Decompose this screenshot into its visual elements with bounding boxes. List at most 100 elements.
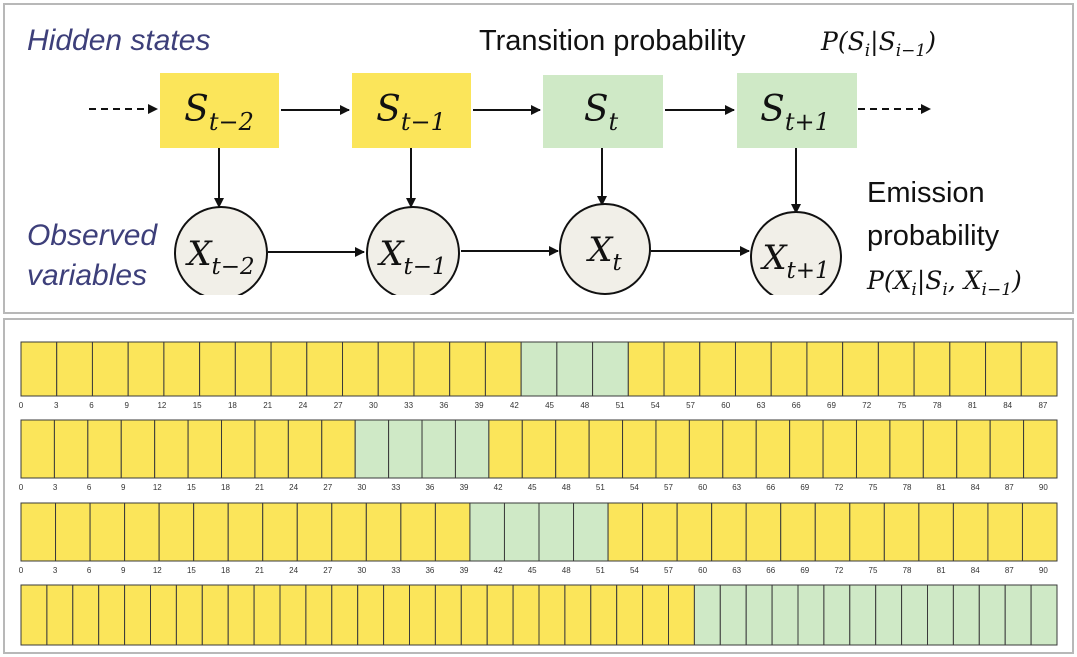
tick-label: 0: [19, 483, 24, 492]
tick-label: 18: [228, 401, 237, 410]
state-cell-green: [538, 502, 575, 562]
tick-label: 9: [124, 401, 129, 410]
tick-label: 30: [357, 566, 366, 575]
tick-label: 21: [263, 401, 272, 410]
state-cell-yellow: [56, 341, 93, 397]
tick-label: 66: [766, 483, 775, 492]
tick-label: 78: [933, 401, 942, 410]
state-cell-yellow: [949, 341, 987, 397]
tick-label: 3: [53, 566, 58, 575]
tick-label: 39: [475, 401, 484, 410]
state-cell-green: [771, 584, 799, 646]
state-cell-yellow: [842, 341, 879, 397]
state-cell-green: [1030, 584, 1058, 646]
tick-label: 18: [221, 483, 230, 492]
state-cell-yellow: [855, 419, 891, 479]
state-cell-yellow: [488, 419, 523, 479]
state-cell-yellow: [227, 584, 255, 646]
tick-label: 84: [971, 566, 980, 575]
state-cell-yellow: [642, 502, 678, 562]
state-cell-yellow: [918, 502, 954, 562]
tick-label: 54: [651, 401, 660, 410]
state-cell-green: [354, 419, 390, 479]
state-cell-yellow: [512, 584, 540, 646]
tick-label: 57: [686, 401, 695, 410]
state-cell-yellow: [745, 502, 782, 562]
state-cell-yellow: [486, 584, 514, 646]
tick-label: 57: [664, 566, 673, 575]
state-cell-yellow: [806, 341, 844, 397]
tick-label: 51: [616, 401, 625, 410]
tick-label: 75: [869, 566, 878, 575]
state-cell-yellow: [98, 584, 126, 646]
tick-label: 87: [1038, 401, 1047, 410]
state-cell-yellow: [262, 502, 298, 562]
tick-label: 60: [721, 401, 730, 410]
state-cell-green: [952, 584, 980, 646]
state-cell-yellow: [234, 341, 272, 397]
state-cell-yellow: [127, 341, 165, 397]
state-cell-yellow: [688, 419, 724, 479]
tick-label: 60: [698, 566, 707, 575]
state-cell-yellow: [889, 419, 924, 479]
tick-label: 78: [903, 566, 912, 575]
state-cell-yellow: [20, 502, 57, 562]
tick-label: 66: [766, 566, 775, 575]
state-cell-yellow: [331, 584, 359, 646]
state-cell-yellow: [956, 419, 991, 479]
state-cell-yellow: [676, 502, 713, 562]
state-cell-yellow: [124, 584, 151, 646]
state-cell-yellow: [460, 584, 488, 646]
tick-label: 24: [298, 401, 307, 410]
tick-label: 81: [937, 483, 946, 492]
state-cell-yellow: [53, 419, 89, 479]
state-cell-yellow: [91, 341, 129, 397]
tick-label: 54: [630, 483, 639, 492]
state-cell-yellow: [1023, 419, 1058, 479]
tick-label: 81: [937, 566, 946, 575]
tick-label: 72: [834, 483, 843, 492]
emission-label-line2: probability: [867, 220, 1000, 252]
state-cell-yellow: [20, 341, 58, 397]
state-cell-yellow: [555, 419, 590, 479]
state-cell-green: [849, 584, 877, 646]
state-cell-yellow: [20, 584, 48, 646]
tick-label: 9: [121, 483, 126, 492]
state-cell-green: [823, 584, 851, 646]
state-cell-green: [573, 502, 609, 562]
tick-label: 51: [596, 566, 605, 575]
state-cell-yellow: [590, 584, 618, 646]
state-cell-yellow: [789, 419, 824, 479]
tick-label: 45: [528, 566, 537, 575]
state-cell-yellow: [722, 419, 757, 479]
state-cell-yellow: [150, 584, 177, 646]
state-track-2: 0 3 6 9 12 15 18 21 24 27 30 33 36 39 42 45 48 51 54 57 60 63…: [19, 419, 1058, 492]
state-cell-green: [1004, 584, 1032, 646]
state-cell-yellow: [342, 341, 379, 397]
state-cell-yellow: [699, 341, 736, 397]
tick-label: 36: [425, 566, 434, 575]
state-cell-green: [592, 341, 629, 397]
state-cell-yellow: [663, 341, 701, 397]
state-cell-yellow: [270, 341, 308, 397]
tick-label: 27: [323, 483, 332, 492]
observed-node-t+1: Xt+1: [750, 211, 842, 295]
state-cell-yellow: [365, 502, 402, 562]
state-cell-yellow: [383, 584, 411, 646]
state-cell-yellow: [187, 419, 223, 479]
state-cell-yellow: [296, 502, 333, 562]
state-cell-yellow: [124, 502, 160, 562]
tick-label: 39: [460, 566, 469, 575]
tick-label: 69: [800, 566, 809, 575]
tick-label: 30: [369, 401, 378, 410]
state-cell-yellow: [154, 419, 189, 479]
state-cell-yellow: [87, 419, 122, 479]
state-cell-yellow: [120, 419, 156, 479]
state-cell-yellow: [321, 419, 356, 479]
hmm-diagram-panel: Hidden states Observed variables Transit…: [3, 3, 1074, 314]
tick-label: 48: [562, 566, 571, 575]
state-cell-yellow: [770, 341, 808, 397]
tick-label: 18: [221, 566, 230, 575]
state-cell-yellow: [279, 584, 307, 646]
state-cell-yellow: [199, 341, 236, 397]
